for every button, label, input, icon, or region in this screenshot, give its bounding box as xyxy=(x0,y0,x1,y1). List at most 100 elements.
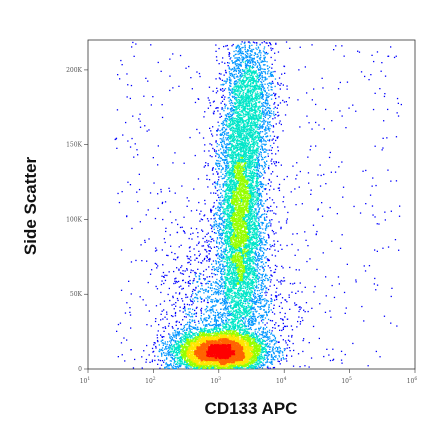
event-dot xyxy=(212,329,215,331)
event-dot xyxy=(214,290,216,293)
event-dot xyxy=(162,218,164,221)
event-dot xyxy=(211,324,213,326)
event-dot xyxy=(171,348,173,350)
event-dot xyxy=(224,132,226,134)
event-dot xyxy=(229,121,232,123)
event-dot xyxy=(263,115,265,117)
event-dot xyxy=(251,320,253,322)
event-dot xyxy=(139,126,142,128)
event-dot xyxy=(254,143,257,145)
event-dot xyxy=(259,94,261,96)
event-dot xyxy=(206,317,208,319)
event-dot xyxy=(211,135,214,137)
event-dot xyxy=(363,320,365,322)
event-dot xyxy=(220,290,222,293)
event-dot xyxy=(254,70,256,72)
event-dot xyxy=(265,219,267,221)
event-dot xyxy=(180,362,182,365)
event-dot xyxy=(223,290,225,292)
event-dot xyxy=(263,171,265,173)
event-dot xyxy=(184,308,186,310)
event-dot xyxy=(162,342,164,344)
event-dot xyxy=(258,299,260,302)
event-dot xyxy=(331,120,333,122)
event-dot xyxy=(237,78,239,81)
event-dot xyxy=(243,305,246,307)
event-dot xyxy=(270,361,272,363)
event-dot xyxy=(256,290,259,292)
event-dot xyxy=(254,97,256,99)
event-dot xyxy=(266,210,269,213)
event-dot xyxy=(182,230,185,232)
event-dot xyxy=(229,118,231,120)
event-dot xyxy=(222,263,224,265)
event-dot xyxy=(342,186,345,188)
event-dot xyxy=(174,365,176,368)
event-dot xyxy=(212,183,214,185)
event-dot xyxy=(264,130,266,132)
event-dot xyxy=(225,319,227,322)
event-dot xyxy=(176,332,178,334)
event-dot xyxy=(158,350,161,353)
event-dot xyxy=(209,324,211,327)
event-dot xyxy=(258,86,261,89)
event-dot xyxy=(261,205,263,207)
event-dot xyxy=(190,296,192,298)
event-dot xyxy=(179,272,182,274)
event-dot xyxy=(375,289,377,291)
event-dot xyxy=(259,237,261,239)
event-dot xyxy=(292,342,294,345)
event-dot xyxy=(162,327,164,329)
event-dot xyxy=(207,220,210,222)
event-dot xyxy=(171,357,173,359)
event-dot xyxy=(260,242,262,244)
event-dot xyxy=(219,196,221,199)
event-dot xyxy=(254,159,257,161)
event-dot xyxy=(265,184,267,186)
event-dot xyxy=(263,309,265,311)
event-dot xyxy=(261,277,263,279)
event-dot xyxy=(272,359,274,361)
event-dot xyxy=(268,306,270,308)
event-dot xyxy=(225,189,227,191)
event-dot xyxy=(235,99,237,102)
event-dot xyxy=(281,351,284,353)
event-dot xyxy=(262,118,265,120)
event-dot xyxy=(261,266,263,268)
event-dot xyxy=(285,222,288,224)
event-dot xyxy=(222,220,224,222)
event-dot xyxy=(169,58,171,60)
event-dot xyxy=(188,325,190,327)
event-dot xyxy=(257,262,259,265)
event-dot xyxy=(286,354,288,356)
event-dot xyxy=(280,335,282,337)
event-dot xyxy=(248,66,251,68)
event-dot xyxy=(210,283,212,285)
event-dot xyxy=(144,125,146,127)
event-dot xyxy=(255,277,257,279)
event-dot xyxy=(173,355,175,357)
event-dot xyxy=(250,308,252,310)
event-dot xyxy=(271,82,273,84)
event-dot xyxy=(281,352,284,354)
event-dot xyxy=(217,253,219,255)
event-dot xyxy=(333,296,336,299)
event-dot xyxy=(281,73,283,75)
event-dot xyxy=(221,129,224,131)
event-dot xyxy=(250,328,252,331)
event-dot xyxy=(343,291,346,294)
event-dot xyxy=(260,337,262,340)
event-dot xyxy=(346,263,348,265)
event-dot xyxy=(230,312,233,315)
event-dot xyxy=(262,305,264,308)
event-dot xyxy=(264,285,266,287)
event-dot xyxy=(255,335,258,337)
event-dot xyxy=(214,268,217,270)
event-dot xyxy=(171,348,173,351)
event-dot xyxy=(322,252,324,254)
event-dot xyxy=(273,351,275,354)
event-dot xyxy=(284,206,286,208)
event-dot xyxy=(141,367,143,369)
event-dot xyxy=(242,61,244,63)
event-dot xyxy=(245,60,248,62)
